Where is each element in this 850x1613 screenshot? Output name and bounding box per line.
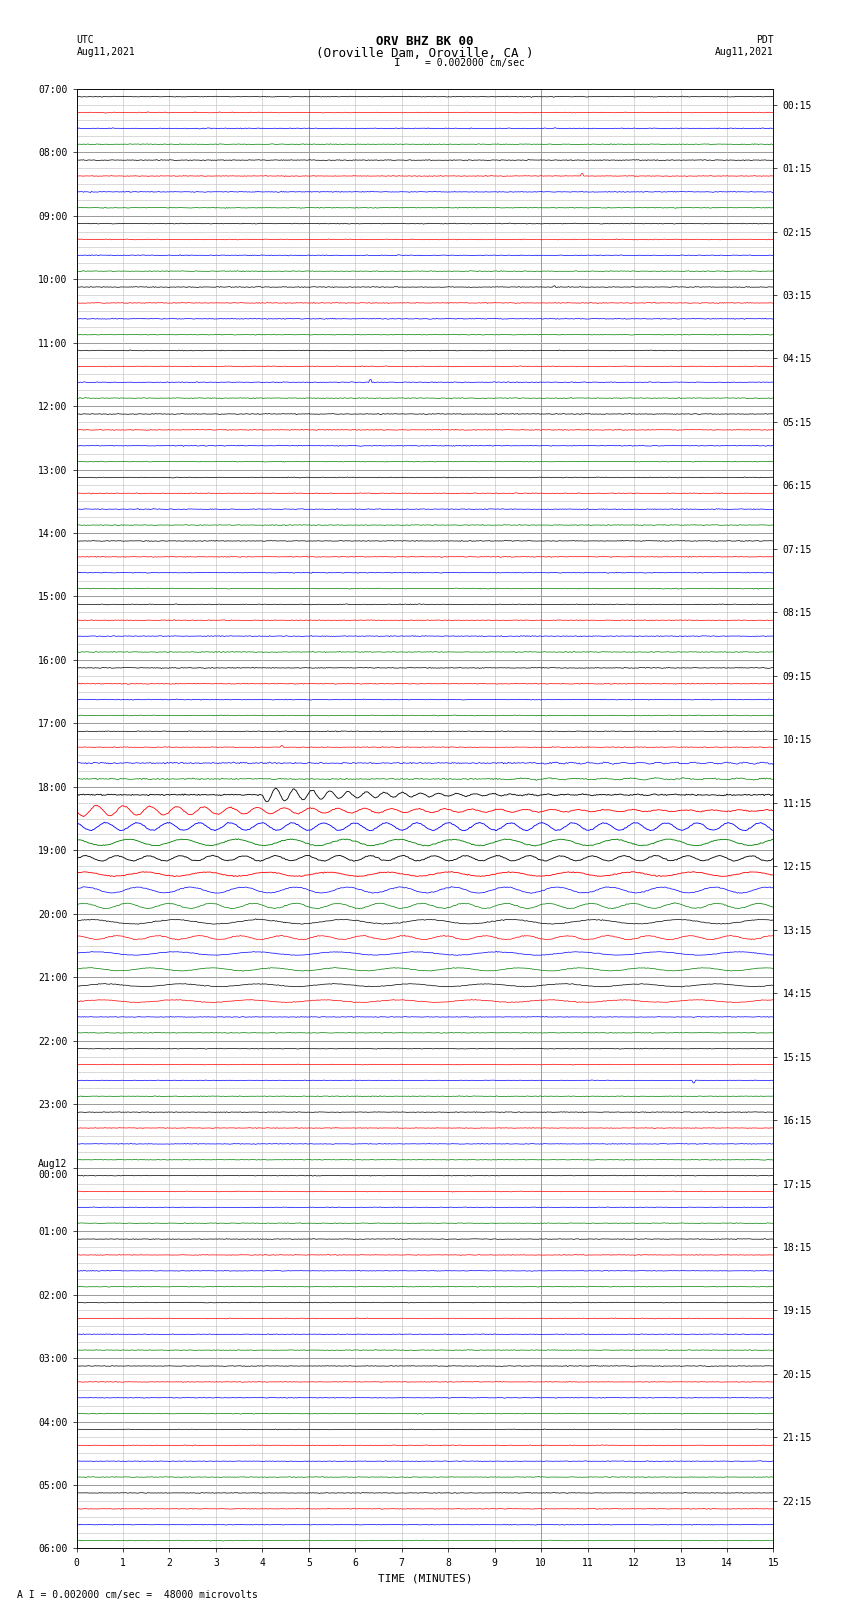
Text: PDT: PDT [756,35,774,45]
Text: (Oroville Dam, Oroville, CA ): (Oroville Dam, Oroville, CA ) [316,47,534,60]
Text: Aug11,2021: Aug11,2021 [715,47,774,56]
Text: = 0.002000 cm/sec: = 0.002000 cm/sec [425,58,524,68]
Text: Aug11,2021: Aug11,2021 [76,47,135,56]
Text: ORV BHZ BK 00: ORV BHZ BK 00 [377,35,473,48]
Text: UTC: UTC [76,35,94,45]
X-axis label: TIME (MINUTES): TIME (MINUTES) [377,1573,473,1582]
Text: I: I [394,58,401,68]
Text: A I = 0.002000 cm/sec =  48000 microvolts: A I = 0.002000 cm/sec = 48000 microvolts [17,1590,258,1600]
